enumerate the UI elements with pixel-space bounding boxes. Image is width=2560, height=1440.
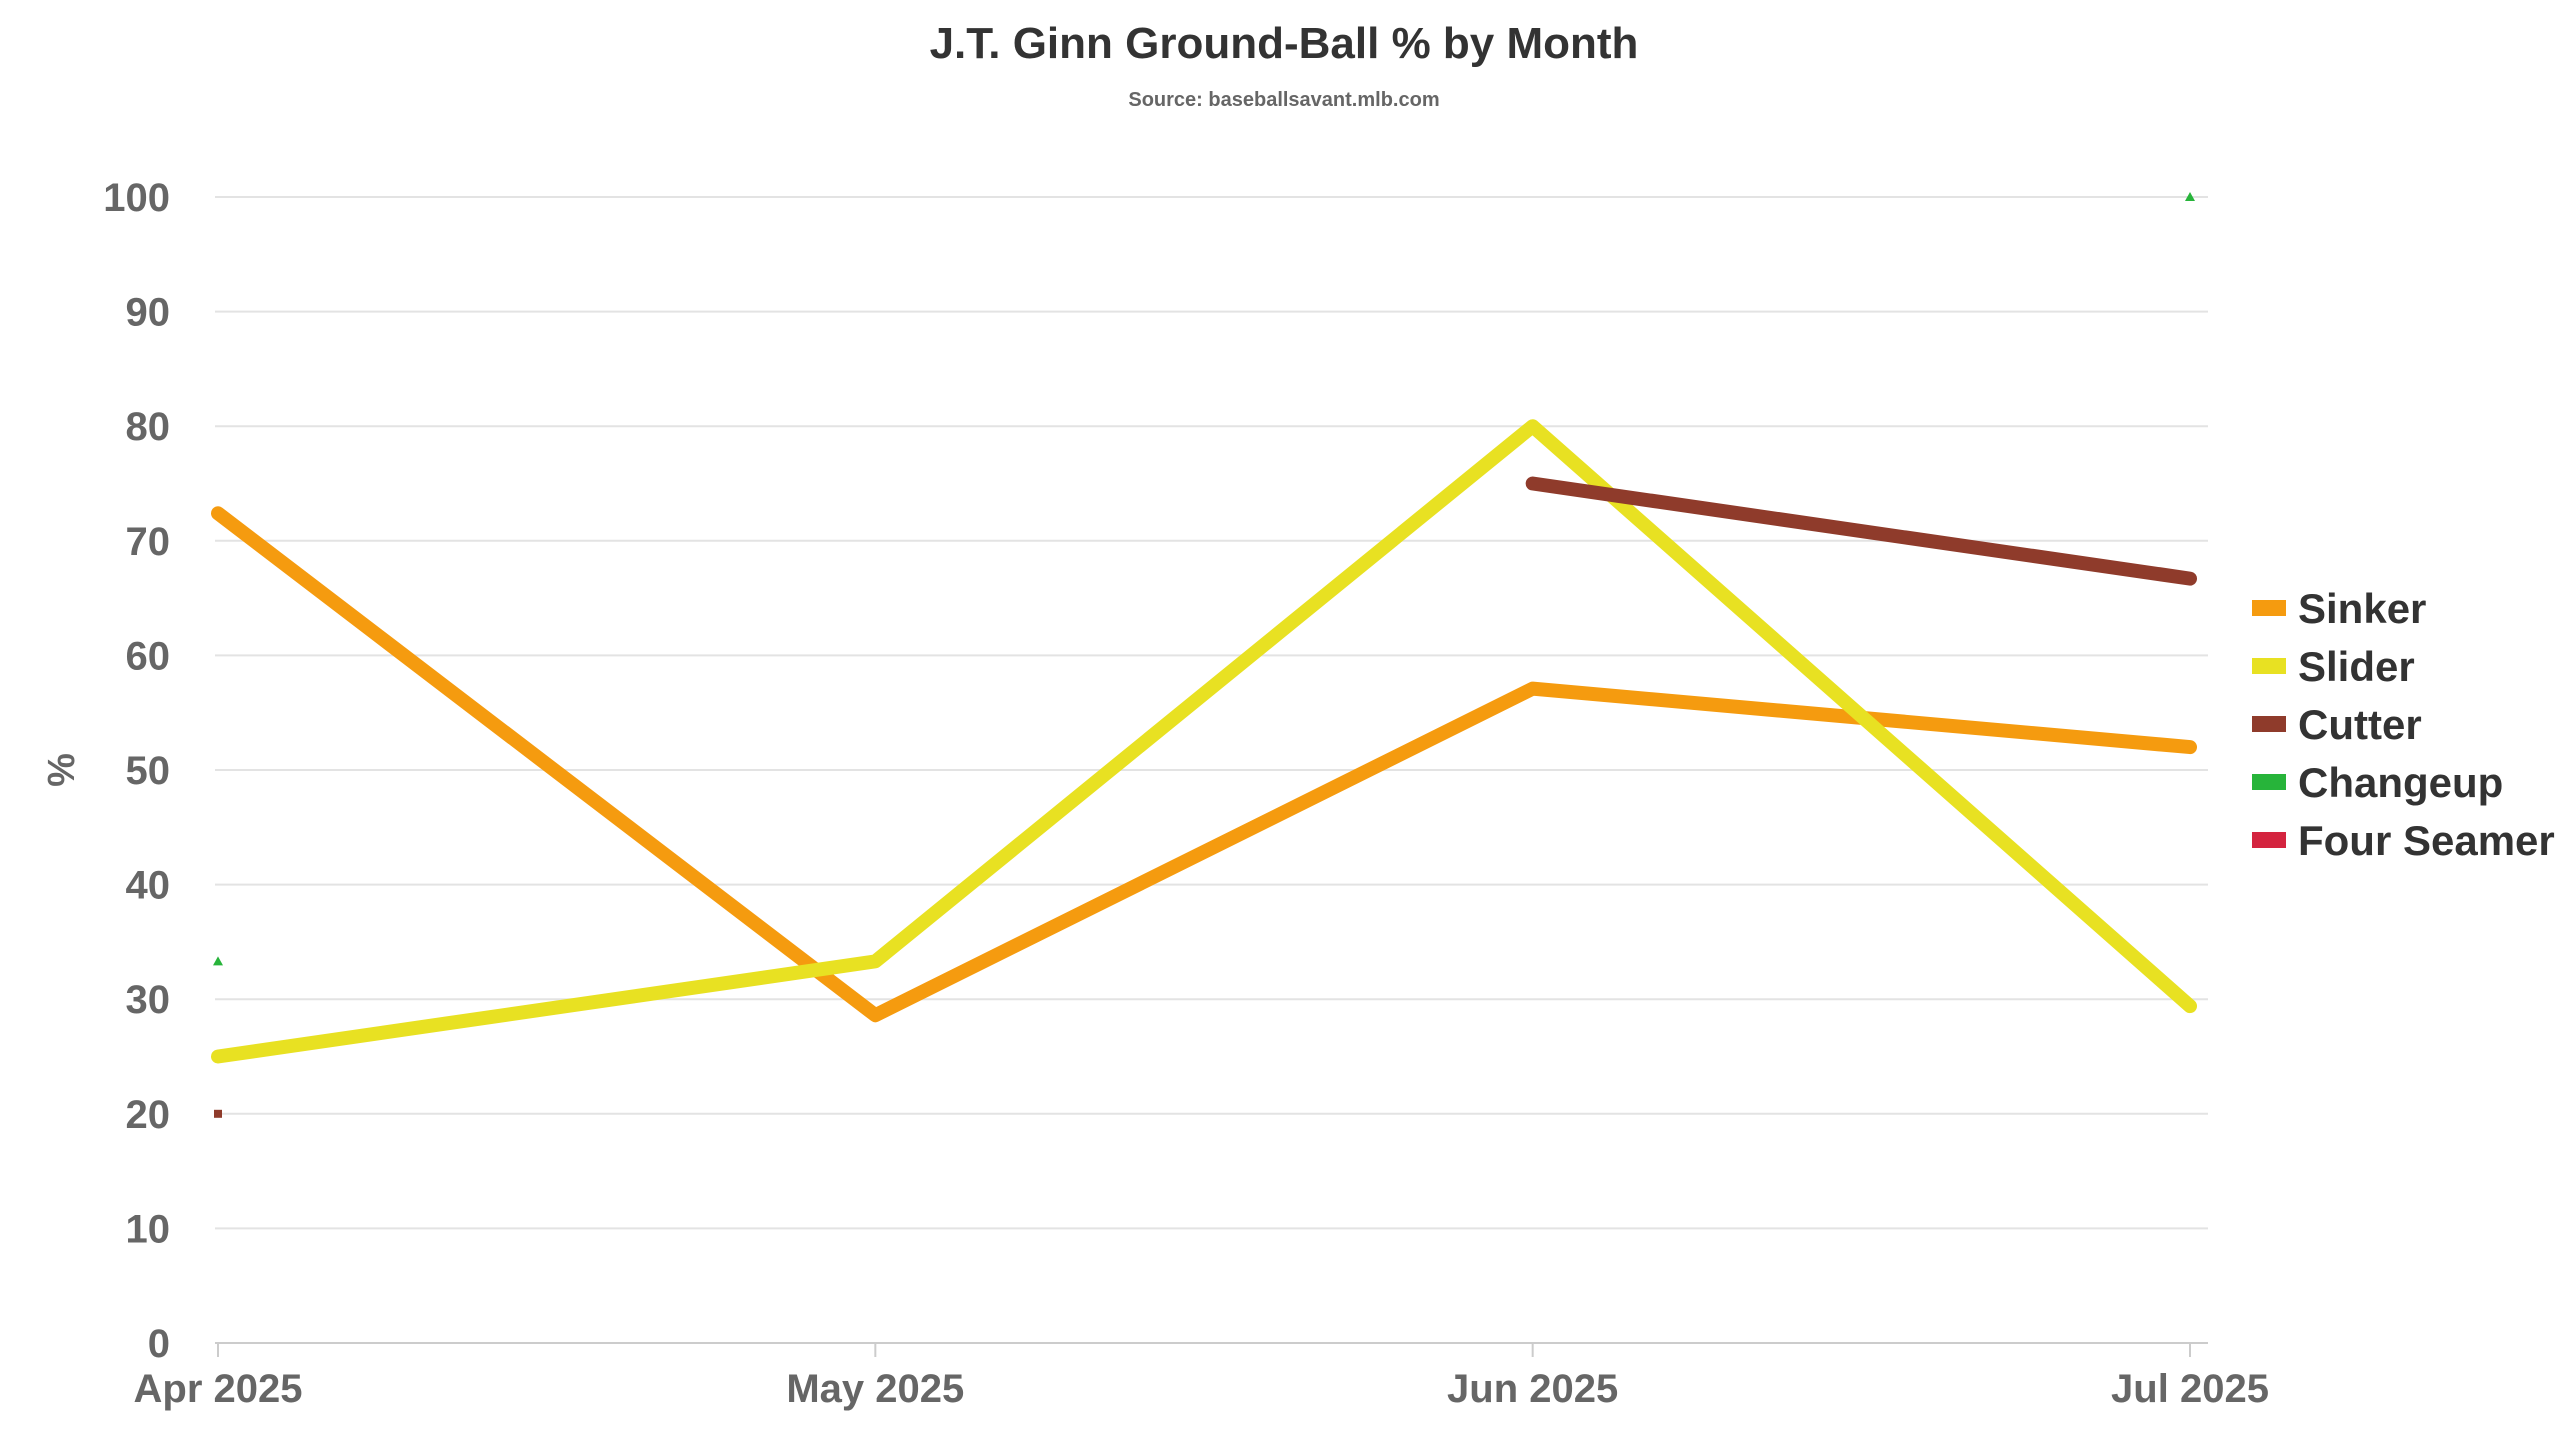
series-line xyxy=(1525,476,2197,586)
series-slider xyxy=(211,419,2197,1064)
y-axis-title: % xyxy=(41,753,83,787)
legend-label: Changeup xyxy=(2298,759,2503,806)
legend-item-cutter[interactable]: Cutter xyxy=(2252,701,2422,748)
y-tick-label: 50 xyxy=(126,749,171,793)
y-tick-label: 40 xyxy=(126,864,171,908)
legend-item-slider[interactable]: Slider xyxy=(2252,643,2415,690)
x-tick-label: Jun 2025 xyxy=(1447,1367,1618,1411)
y-tick-label: 10 xyxy=(126,1207,171,1251)
y-tick-label: 70 xyxy=(126,520,171,564)
series-line xyxy=(211,419,2197,1064)
legend-item-sinker[interactable]: Sinker xyxy=(2252,585,2426,632)
y-tick-label: 60 xyxy=(126,634,171,678)
legend[interactable]: Sinker Slider Cutter Changeup Four Seamer xyxy=(2252,585,2555,864)
chart-title: J.T. Ginn Ground-Ball % by Month xyxy=(930,19,1639,68)
y-tick-label: 100 xyxy=(103,176,170,220)
series-line xyxy=(211,506,2197,1023)
legend-item-four-seamer[interactable]: Four Seamer xyxy=(2252,817,2555,864)
y-tick-label: 80 xyxy=(126,405,171,449)
data-point xyxy=(214,1109,222,1118)
y-tick-label: 0 xyxy=(148,1322,170,1366)
chart-subtitle: Source: baseballsavant.mlb.com xyxy=(1128,89,1439,111)
data-point xyxy=(213,956,223,966)
legend-swatch xyxy=(2252,600,2286,616)
series-cutter xyxy=(214,476,2197,1118)
y-axis: 0 10 20 30 40 50 60 70 80 90 100 xyxy=(103,176,170,1366)
legend-label: Sinker xyxy=(2298,585,2426,632)
legend-label: Cutter xyxy=(2298,701,2422,748)
y-tick-label: 90 xyxy=(126,291,171,335)
x-tick-label: Apr 2025 xyxy=(134,1367,303,1411)
legend-swatch xyxy=(2252,658,2286,674)
x-tick-label: Jul 2025 xyxy=(2111,1367,2269,1411)
legend-label: Slider xyxy=(2298,643,2415,690)
legend-swatch xyxy=(2252,716,2286,732)
data-point xyxy=(2185,192,2195,201)
x-tick-label: May 2025 xyxy=(786,1367,964,1411)
y-tick-label: 20 xyxy=(126,1093,171,1137)
legend-label: Four Seamer xyxy=(2298,817,2555,864)
legend-swatch xyxy=(2252,774,2286,790)
series-changeup xyxy=(213,192,2195,966)
legend-item-changeup[interactable]: Changeup xyxy=(2252,759,2503,806)
legend-swatch xyxy=(2252,832,2286,848)
series-sinker xyxy=(211,506,2197,1023)
y-tick-label: 30 xyxy=(126,978,171,1022)
x-axis: Apr 2025 May 2025 Jun 2025 Jul 2025 xyxy=(134,1342,2269,1411)
series-group xyxy=(211,192,2197,1118)
grid xyxy=(215,196,2208,1230)
